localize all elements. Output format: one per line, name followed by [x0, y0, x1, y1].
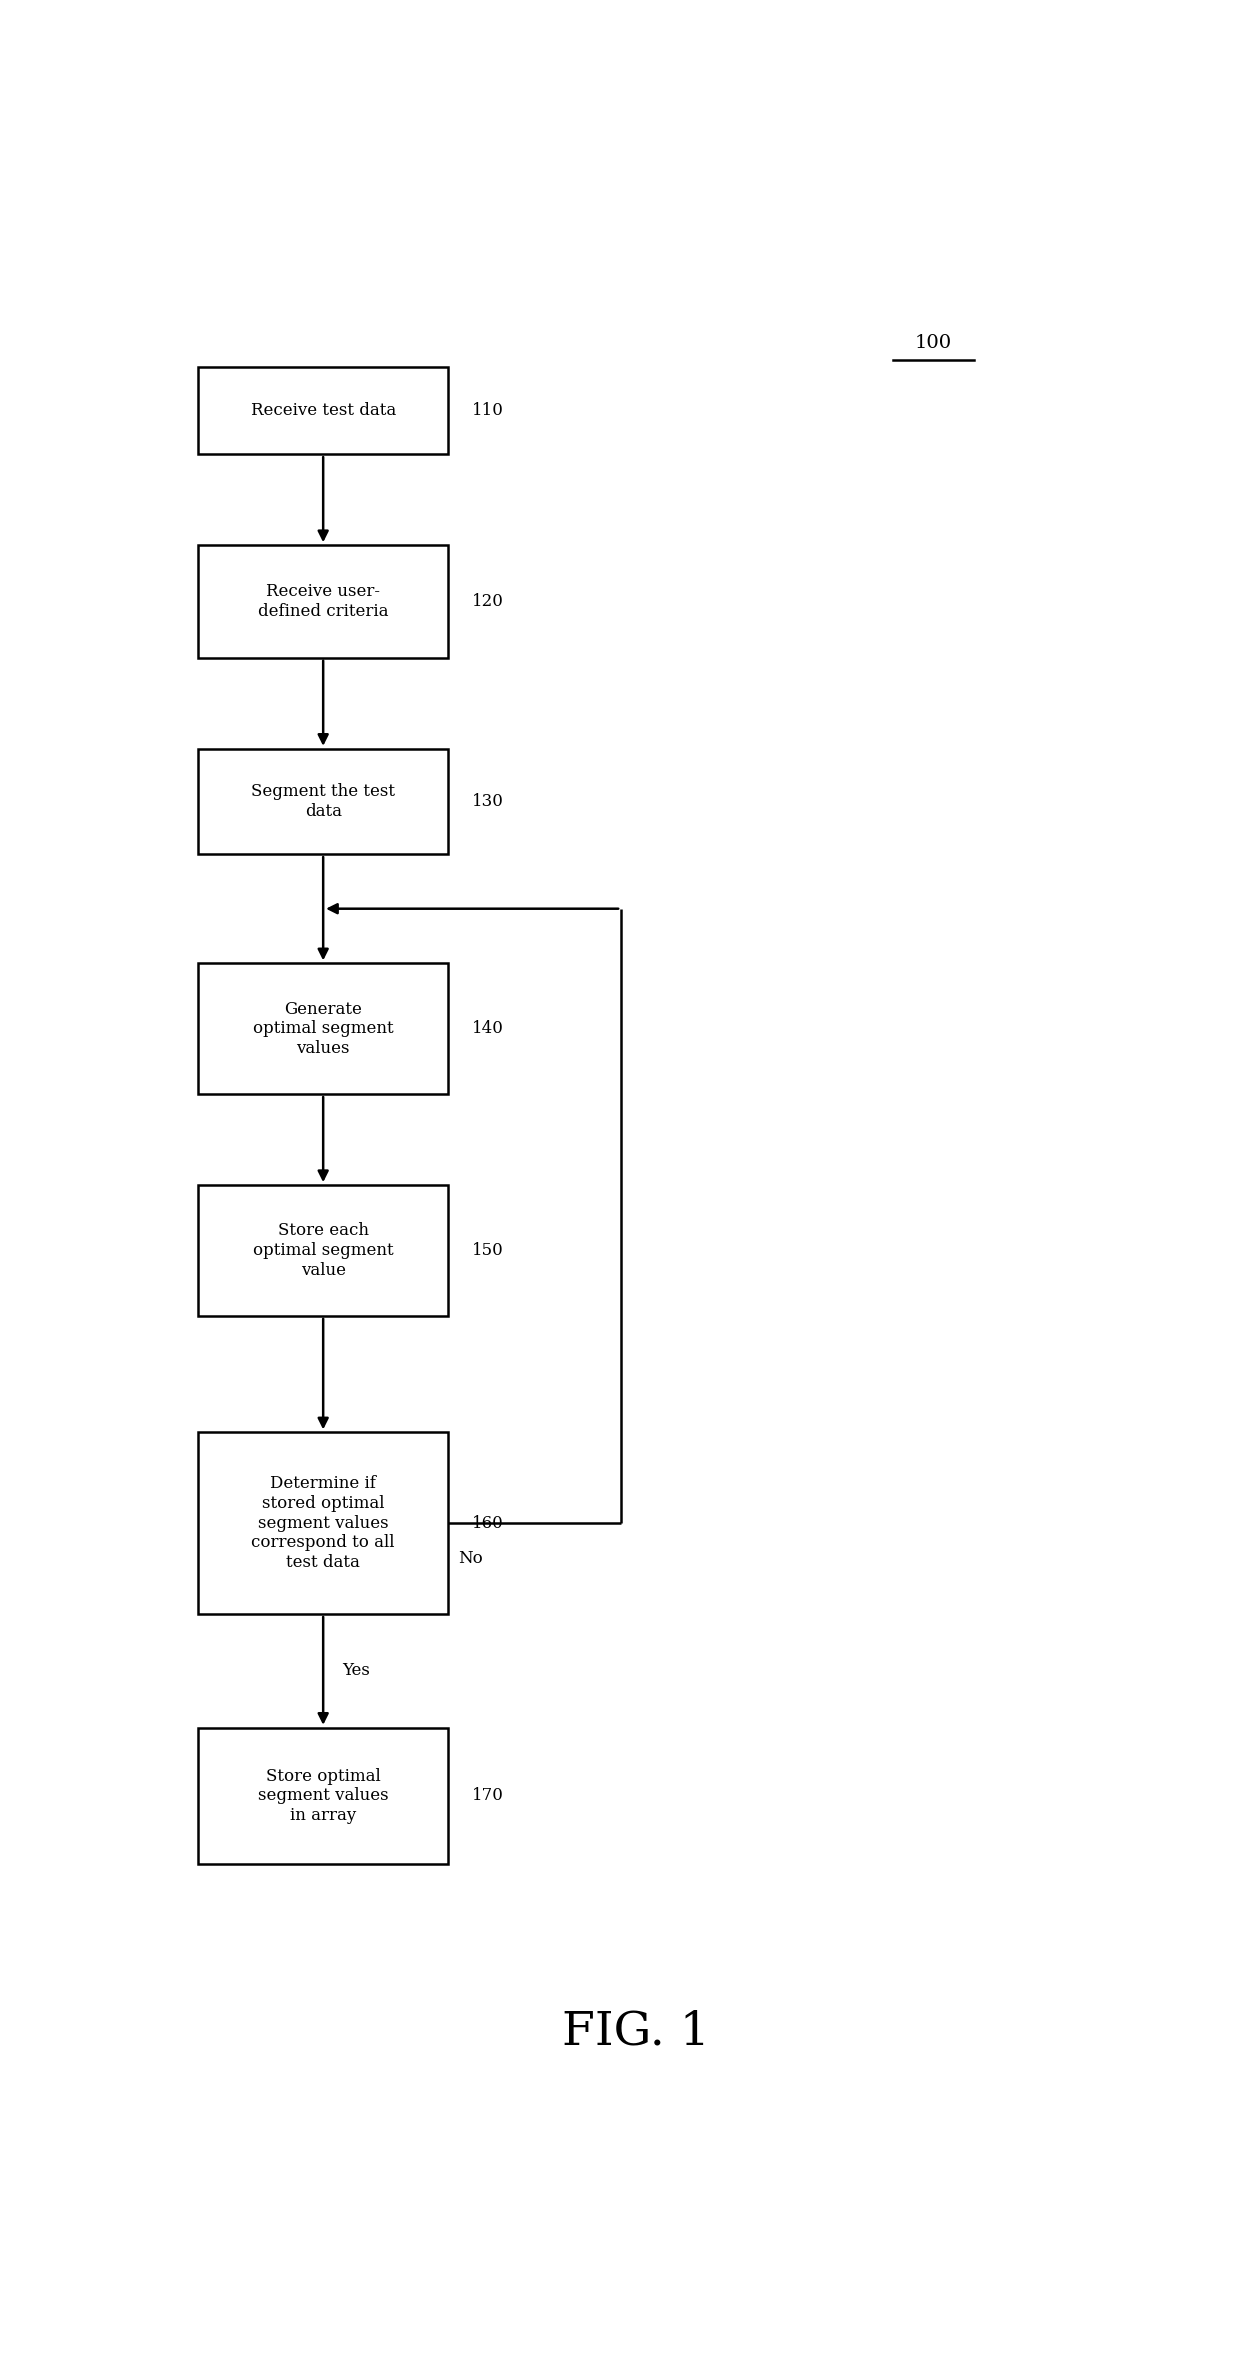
- Text: 160: 160: [472, 1516, 503, 1532]
- Text: Store optimal
segment values
in array: Store optimal segment values in array: [258, 1768, 388, 1825]
- Text: Generate
optimal segment
values: Generate optimal segment values: [253, 1001, 393, 1058]
- Text: Determine if
stored optimal
segment values
correspond to all
test data: Determine if stored optimal segment valu…: [252, 1476, 394, 1570]
- Text: Segment the test
data: Segment the test data: [252, 784, 396, 819]
- Text: FIG. 1: FIG. 1: [562, 2009, 709, 2054]
- Text: No: No: [458, 1551, 482, 1568]
- Text: 130: 130: [472, 793, 503, 810]
- Text: Receive test data: Receive test data: [250, 401, 396, 420]
- Bar: [198, 1433, 448, 1615]
- Bar: [198, 963, 448, 1093]
- Text: 100: 100: [915, 335, 952, 352]
- Text: Store each
optimal segment
value: Store each optimal segment value: [253, 1223, 393, 1280]
- Text: 140: 140: [472, 1020, 503, 1036]
- Text: 120: 120: [472, 593, 503, 609]
- Bar: [198, 1185, 448, 1315]
- Text: Receive user-
defined criteria: Receive user- defined criteria: [258, 583, 388, 621]
- Text: 150: 150: [472, 1242, 503, 1258]
- Text: 110: 110: [472, 401, 503, 420]
- Bar: [198, 1728, 448, 1865]
- Bar: [198, 366, 448, 453]
- Bar: [198, 545, 448, 659]
- Bar: [198, 748, 448, 855]
- Text: 170: 170: [472, 1787, 503, 1804]
- Text: Yes: Yes: [342, 1662, 371, 1679]
